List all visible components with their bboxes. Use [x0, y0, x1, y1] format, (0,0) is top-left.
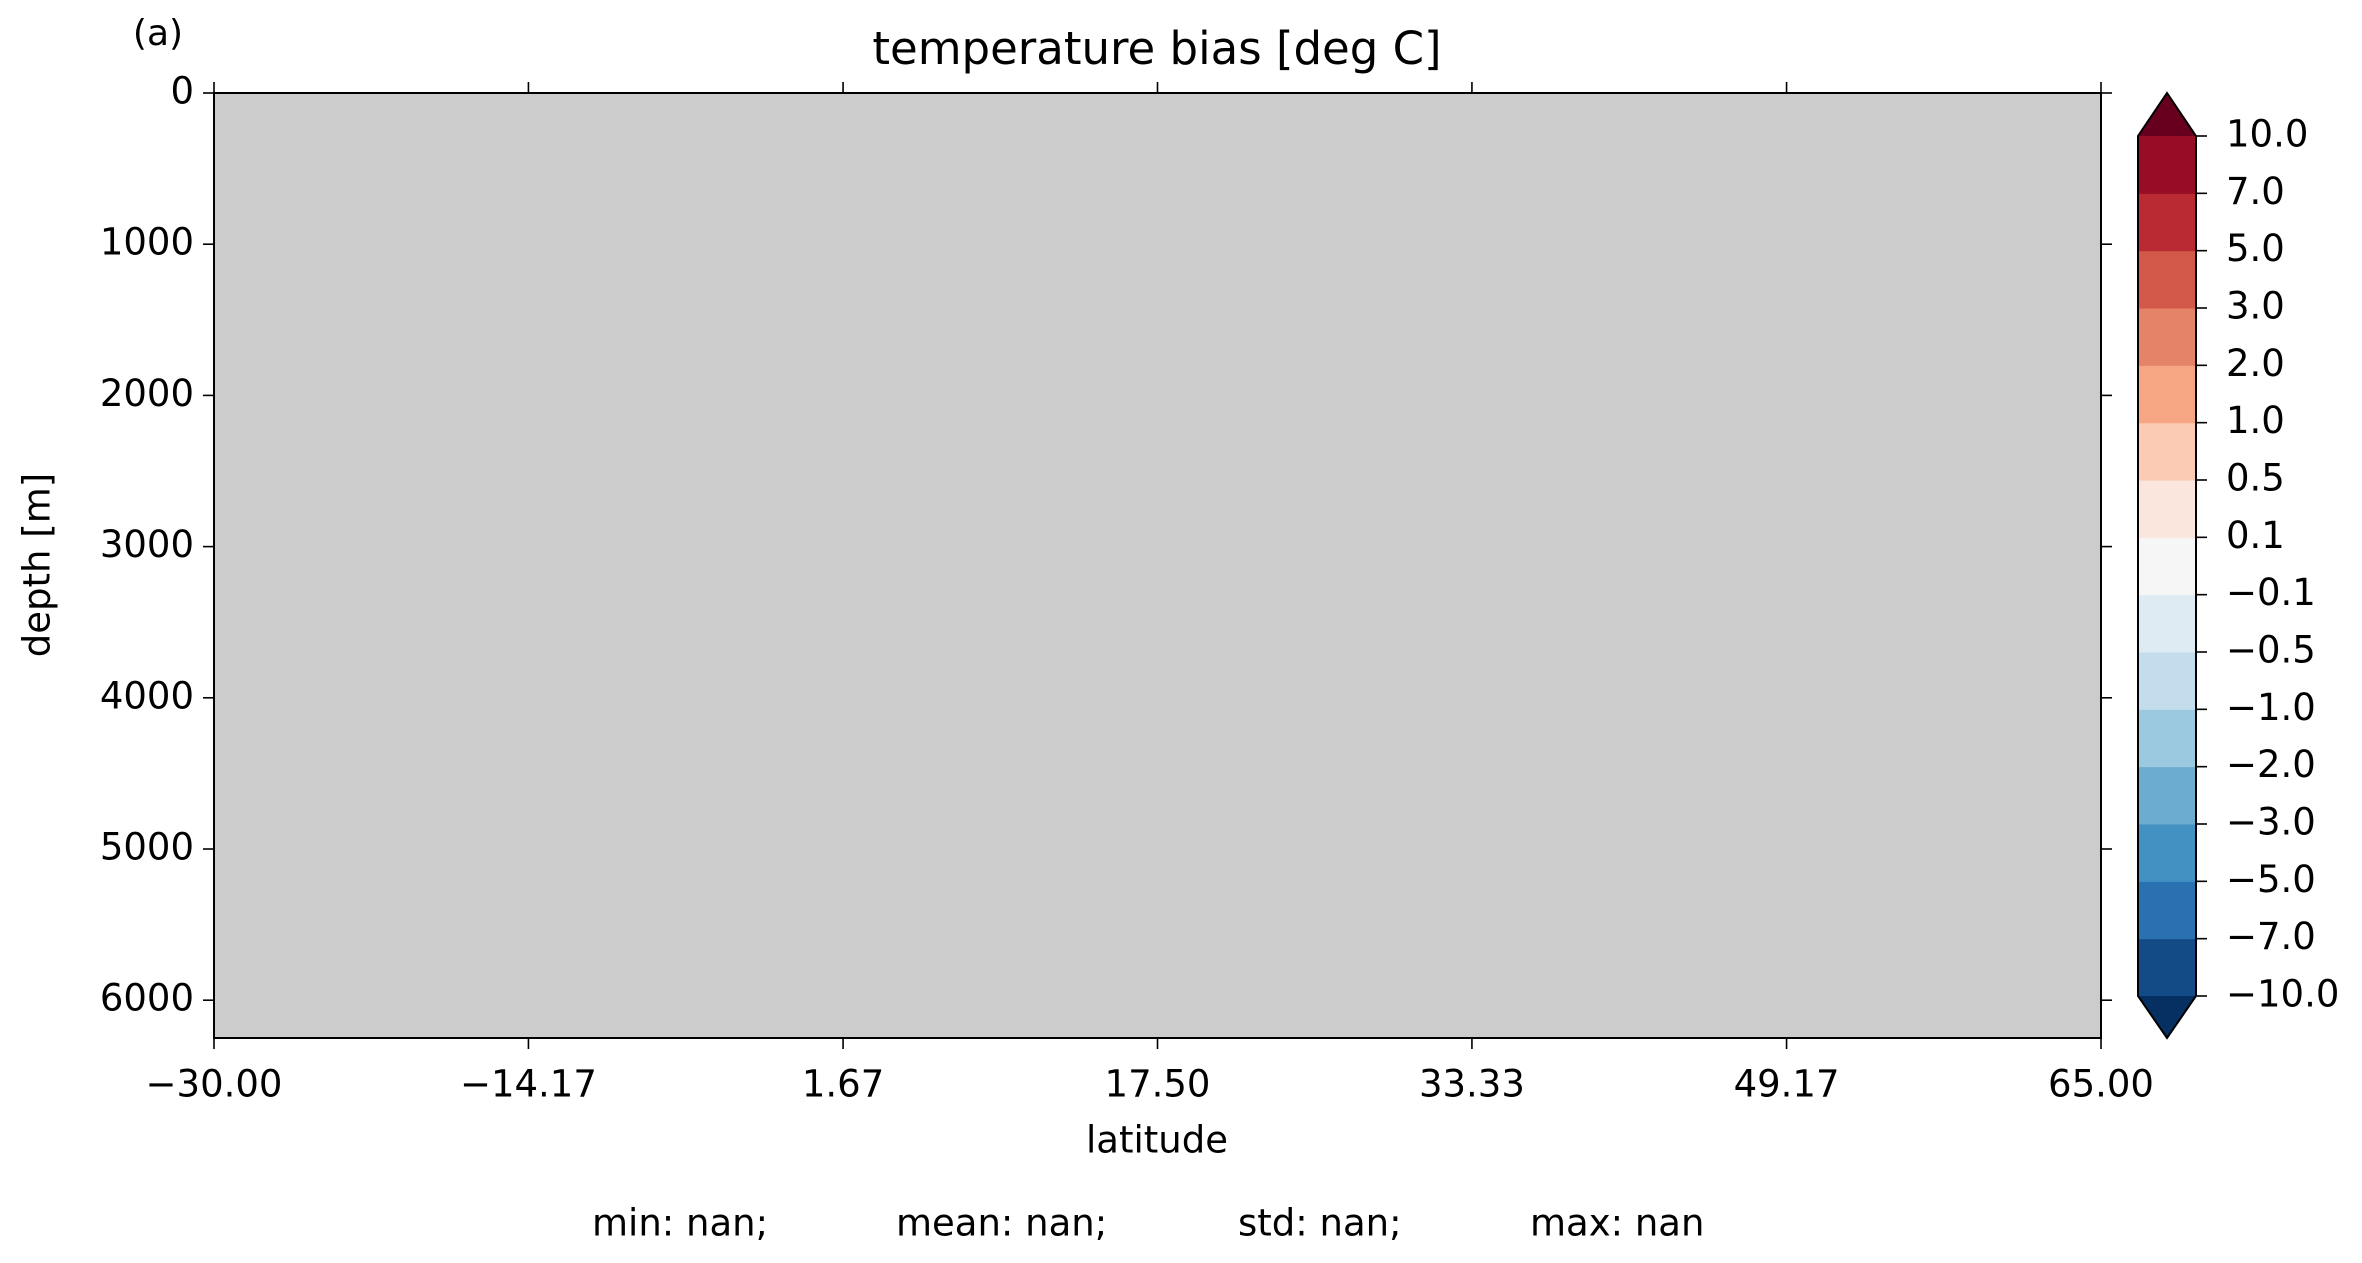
plot-area: [214, 93, 2101, 1038]
colorbar-tick-label: 2.0: [2226, 342, 2285, 385]
x-tick-label: 17.50: [1105, 1063, 1211, 1106]
x-axis-label: latitude: [1086, 1119, 1228, 1162]
x-tick-label: −30.00: [146, 1063, 283, 1106]
colorbar-segment: [2138, 938, 2196, 997]
colorbar-tick-label: −5.0: [2226, 858, 2316, 901]
y-tick-label: 0: [170, 70, 194, 113]
stat-label: mean: nan;: [896, 1202, 1107, 1245]
y-tick-label: 1000: [100, 221, 194, 264]
x-tick-label: 1.67: [802, 1063, 884, 1106]
x-tick-label: 33.33: [1419, 1063, 1525, 1106]
colorbar-segment: [2138, 365, 2196, 424]
colorbar-tick-label: −7.0: [2226, 915, 2316, 958]
colorbar-tick-label: 0.5: [2226, 457, 2285, 500]
colorbar-tick-label: 10.0: [2226, 113, 2308, 156]
colorbar-segment: [2138, 824, 2196, 882]
colorbar-extend-low: [2138, 996, 2196, 1038]
colorbar-tick-label: 1.0: [2226, 399, 2285, 442]
colorbar-extend-high: [2138, 93, 2196, 136]
y-tick-label: 6000: [100, 977, 194, 1020]
x-tick-label: 49.17: [1734, 1063, 1840, 1106]
panel-label: (a): [133, 13, 183, 54]
colorbar-segment: [2138, 537, 2196, 596]
y-axis-label: depth [m]: [16, 473, 59, 657]
x-tick-label: −14.17: [460, 1063, 597, 1106]
chart-title: temperature bias [deg C]: [872, 22, 1441, 75]
colorbar-segment: [2138, 193, 2196, 252]
x-tick-label: 65.00: [2048, 1063, 2154, 1106]
colorbar-segment: [2138, 250, 2196, 309]
stat-label: max: nan: [1530, 1202, 1704, 1245]
colorbar-segment: [2138, 881, 2196, 940]
colorbar-tick-label: −10.0: [2226, 973, 2339, 1016]
colorbar-segment: [2138, 422, 2196, 481]
y-tick-label: 5000: [100, 826, 194, 869]
colorbar-tick-label: −0.1: [2226, 571, 2316, 614]
y-tick-label: 2000: [100, 372, 194, 415]
colorbar-tick-label: 0.1: [2226, 514, 2285, 557]
colorbar-tick-label: 5.0: [2226, 227, 2285, 270]
colorbar-segment: [2138, 136, 2196, 194]
y-tick-label: 3000: [100, 523, 194, 566]
colorbar-segment: [2138, 709, 2196, 768]
colorbar-segment: [2138, 480, 2196, 538]
colorbar-tick-label: −2.0: [2226, 743, 2316, 786]
colorbar-tick-label: −3.0: [2226, 801, 2316, 844]
colorbar-segment: [2138, 766, 2196, 825]
colorbar-tick-label: 3.0: [2226, 285, 2285, 328]
colorbar-tick-label: 7.0: [2226, 170, 2285, 213]
colorbar-segment: [2138, 594, 2196, 653]
colorbar-tick-label: −0.5: [2226, 629, 2316, 672]
y-tick-label: 4000: [100, 674, 194, 717]
stat-label: std: nan;: [1238, 1202, 1402, 1245]
colorbar-tick-label: −1.0: [2226, 686, 2316, 729]
colorbar-segment: [2138, 308, 2196, 366]
stat-label: min: nan;: [592, 1202, 768, 1245]
colorbar-segment: [2138, 652, 2196, 710]
